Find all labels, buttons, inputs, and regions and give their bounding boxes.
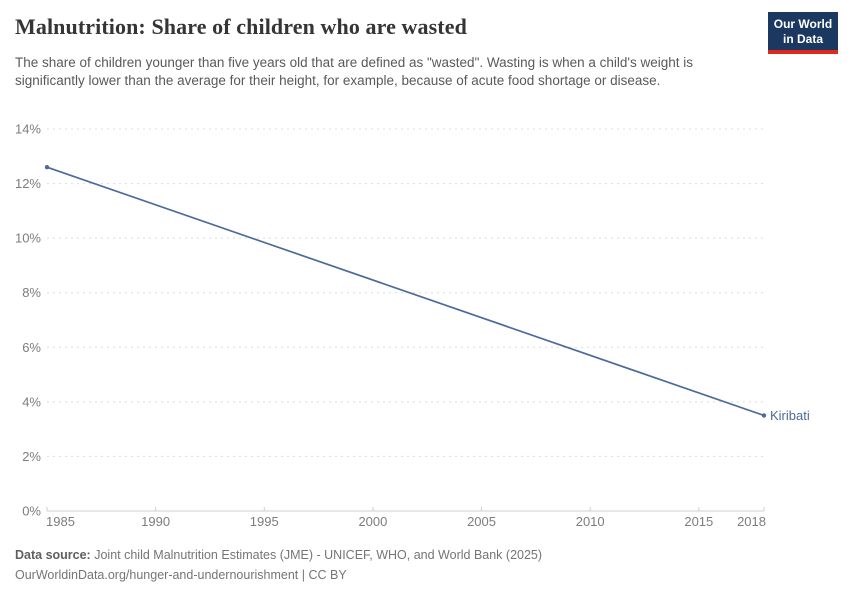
x-tick-label: 2015 (684, 514, 713, 529)
owid-logo[interactable]: Our World in Data (768, 12, 838, 54)
x-tick-label: 1990 (141, 514, 170, 529)
x-tick-label: 2018 (737, 514, 766, 529)
y-tick-label: 12% (15, 176, 41, 191)
data-point[interactable] (761, 413, 767, 418)
datasource-label: Data source: (15, 548, 91, 562)
chart-subtitle: The share of children younger than five … (15, 55, 694, 88)
x-tick-label: 1985 (46, 514, 75, 529)
y-tick-label: 4% (22, 394, 41, 409)
y-tick-label: 6% (22, 340, 41, 355)
x-tick-label: 2010 (576, 514, 605, 529)
owid-logo-line2: in Data (782, 31, 823, 46)
trend-line[interactable] (46, 166, 765, 417)
owid-logo-line1: Our World (773, 17, 833, 31)
attribution-link[interactable]: OurWorldinData.org/hunger-and-undernouri… (15, 568, 347, 582)
chart-footer: Data source: Joint child Malnutrition Es… (15, 545, 835, 585)
page-title: Malnutrition: Share of children who are … (15, 14, 467, 39)
y-tick-label: 8% (22, 285, 41, 300)
y-tick-label: 0% (22, 504, 41, 519)
data-point[interactable] (44, 165, 50, 170)
y-tick-label: 10% (15, 231, 41, 246)
datasource-text: Joint child Malnutrition Estimates (JME)… (94, 548, 543, 562)
y-tick-label: 14% (15, 122, 41, 137)
y-tick-label: 2% (22, 449, 41, 464)
datasource-line: Data source: Joint child Malnutrition Es… (15, 548, 542, 562)
x-tick-label: 2000 (358, 514, 387, 529)
x-tick-label: 2005 (467, 514, 496, 529)
x-tick-label: 1995 (250, 514, 279, 529)
entity-label[interactable]: Kiribati (770, 408, 810, 423)
